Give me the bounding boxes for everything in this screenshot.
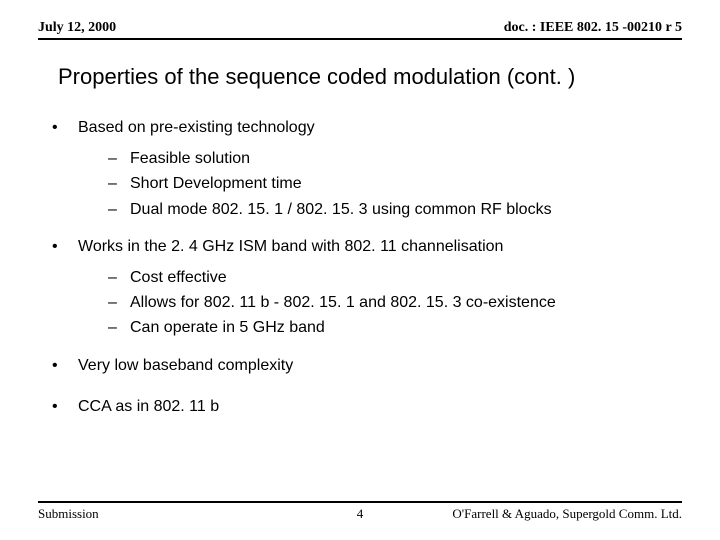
dash-icon: –	[108, 291, 130, 314]
list-item: • Very low baseband complexity	[52, 354, 682, 377]
dash-icon: –	[108, 316, 130, 339]
footer-divider	[38, 501, 682, 503]
bullet-dot: •	[52, 354, 78, 377]
list-item: –Cost effective	[108, 266, 682, 289]
list-item: –Dual mode 802. 15. 1 / 802. 15. 3 using…	[108, 198, 682, 221]
header-date: July 12, 2000	[38, 20, 116, 36]
bullet-list: • Based on pre-existing technology –Feas…	[52, 116, 682, 418]
list-item: • Works in the 2. 4 GHz ISM band with 80…	[52, 235, 682, 258]
sub-text: Can operate in 5 GHz band	[130, 316, 325, 339]
header-bar: July 12, 2000 doc. : IEEE 802. 15 -00210…	[38, 20, 682, 40]
bullet-dot: •	[52, 395, 78, 418]
list-item: –Allows for 802. 11 b - 802. 15. 1 and 8…	[108, 291, 682, 314]
page-number: 4	[357, 506, 364, 522]
sub-text: Short Development time	[130, 172, 302, 195]
footer-left: Submission	[38, 506, 99, 522]
sub-text: Feasible solution	[130, 147, 250, 170]
sub-list: –Feasible solution –Short Development ti…	[108, 147, 682, 221]
sub-text: Cost effective	[130, 266, 227, 289]
header-doc: doc. : IEEE 802. 15 -00210 r 5	[504, 20, 682, 36]
footer-bar: Submission 4 O'Farrell & Aguado, Supergo…	[38, 501, 682, 522]
sub-list: –Cost effective –Allows for 802. 11 b - …	[108, 266, 682, 340]
bullet-dot: •	[52, 235, 78, 258]
dash-icon: –	[108, 198, 130, 221]
sub-text: Allows for 802. 11 b - 802. 15. 1 and 80…	[130, 291, 556, 314]
bullet-text: Works in the 2. 4 GHz ISM band with 802.…	[78, 235, 503, 258]
dash-icon: –	[108, 172, 130, 195]
bullet-text: CCA as in 802. 11 b	[78, 395, 219, 418]
list-item: –Feasible solution	[108, 147, 682, 170]
slide-title: Properties of the sequence coded modulat…	[58, 64, 682, 90]
list-item: • Based on pre-existing technology	[52, 116, 682, 139]
list-item: –Can operate in 5 GHz band	[108, 316, 682, 339]
bullet-text: Based on pre-existing technology	[78, 116, 315, 139]
sub-text: Dual mode 802. 15. 1 / 802. 15. 3 using …	[130, 198, 552, 221]
dash-icon: –	[108, 266, 130, 289]
bullet-dot: •	[52, 116, 78, 139]
dash-icon: –	[108, 147, 130, 170]
footer-right: O'Farrell & Aguado, Supergold Comm. Ltd.	[452, 506, 682, 522]
list-item: –Short Development time	[108, 172, 682, 195]
bullet-text: Very low baseband complexity	[78, 354, 293, 377]
list-item: • CCA as in 802. 11 b	[52, 395, 682, 418]
